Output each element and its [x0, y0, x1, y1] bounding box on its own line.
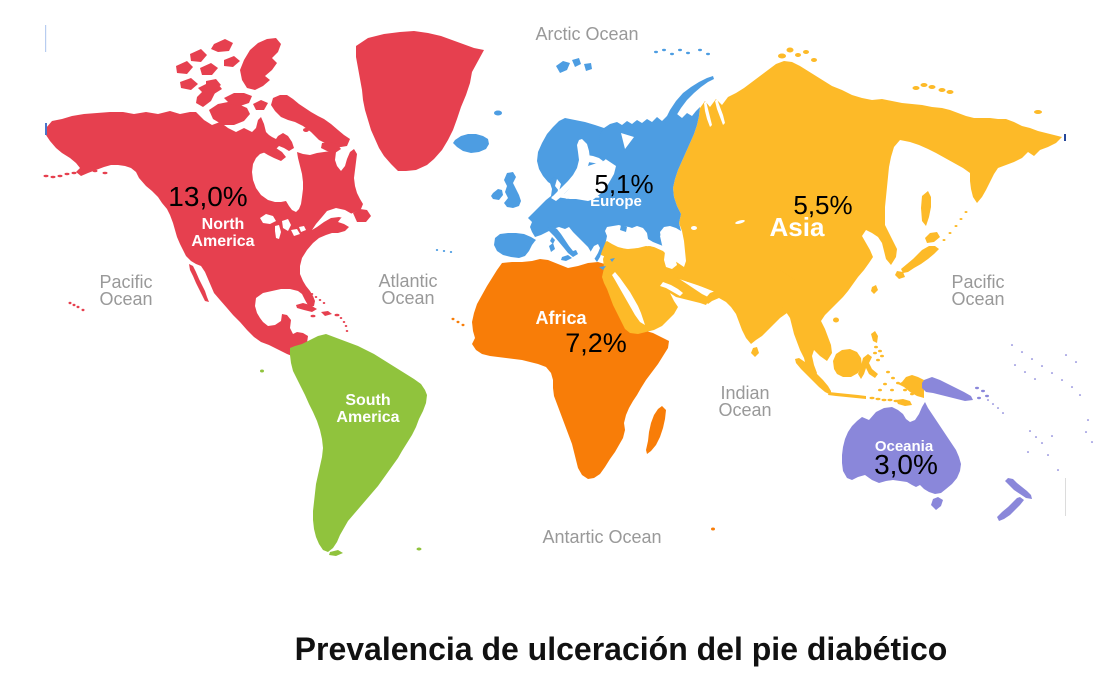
svg-text:South: South	[345, 392, 390, 409]
svg-text:Pacific: Pacific	[99, 272, 152, 292]
svg-text:13,0%: 13,0%	[168, 181, 247, 212]
svg-text:Atlantic: Atlantic	[378, 271, 437, 291]
svg-text:America: America	[191, 233, 254, 250]
svg-text:Europe: Europe	[590, 193, 642, 210]
svg-text:Pacific: Pacific	[951, 272, 1004, 292]
svg-text:Ocean: Ocean	[718, 400, 771, 420]
svg-text:Ocean: Ocean	[99, 289, 152, 309]
svg-text:5,5%: 5,5%	[793, 190, 852, 220]
svg-text:North: North	[202, 216, 245, 233]
svg-text:Antartic Ocean: Antartic Ocean	[542, 527, 661, 547]
svg-text:Prevalencia de ulceración del: Prevalencia de ulceración del pie diabét…	[295, 631, 948, 667]
svg-text:7,2%: 7,2%	[565, 328, 627, 358]
svg-text:America: America	[336, 409, 399, 426]
svg-text:Asia: Asia	[770, 212, 825, 242]
svg-text:Ocean: Ocean	[951, 289, 1004, 309]
svg-text:Arctic Ocean: Arctic Ocean	[535, 24, 638, 44]
svg-text:3,0%: 3,0%	[874, 449, 938, 480]
svg-text:Africa: Africa	[535, 308, 587, 328]
svg-text:Indian: Indian	[720, 383, 769, 403]
svg-text:Oceania: Oceania	[875, 438, 934, 455]
svg-text:Ocean: Ocean	[381, 288, 434, 308]
svg-text:5,1%: 5,1%	[594, 169, 653, 199]
